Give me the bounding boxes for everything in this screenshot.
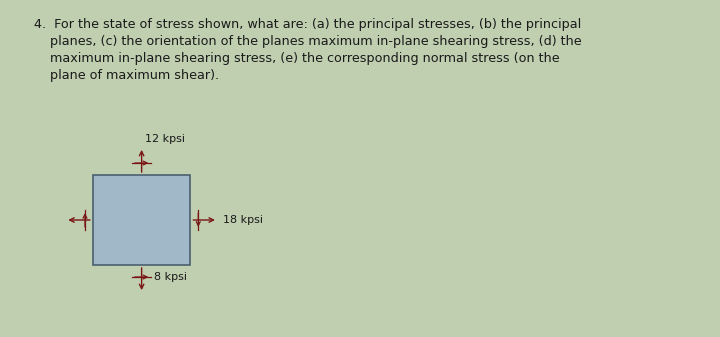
Text: 8 kpsi: 8 kpsi	[154, 272, 187, 282]
Text: plane of maximum shear).: plane of maximum shear).	[34, 69, 220, 82]
Text: planes, (c) the orientation of the planes maximum in-plane shearing stress, (d) : planes, (c) the orientation of the plane…	[34, 35, 582, 48]
Text: 18 kpsi: 18 kpsi	[222, 215, 263, 225]
Text: 12 kpsi: 12 kpsi	[145, 134, 184, 144]
Bar	[93, 175, 191, 265]
Text: 4.  For the state of stress shown, what are: (a) the principal stresses, (b) the: 4. For the state of stress shown, what a…	[34, 18, 582, 31]
Text: maximum in-plane shearing stress, (e) the corresponding normal stress (on the: maximum in-plane shearing stress, (e) th…	[34, 52, 560, 65]
